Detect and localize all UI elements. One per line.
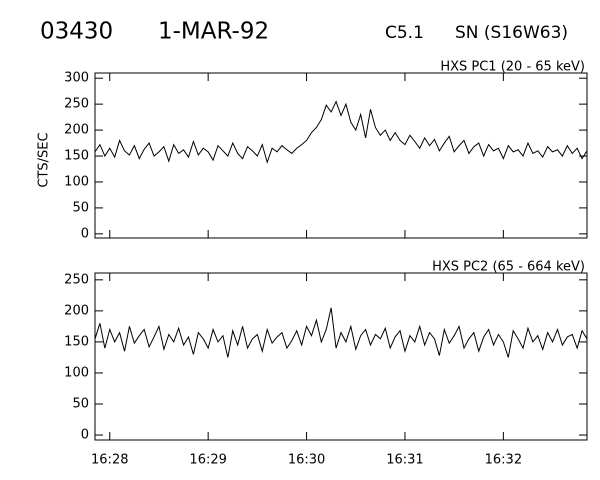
y-tick-label: 0	[81, 226, 89, 241]
x-tick-label: 16:30	[288, 453, 325, 468]
event-id: 03430	[40, 19, 113, 45]
plot-frame	[94, 272, 588, 441]
location: SN (S16W63)	[455, 23, 568, 43]
panel-title: HXS PC2 (65 - 664 keV)	[432, 260, 585, 275]
x-tick-label: 16:28	[91, 453, 128, 468]
y-tick-label: 0	[81, 428, 89, 443]
y-tick-label: 150	[64, 334, 89, 349]
y-tick-label: 300	[64, 71, 89, 86]
y-tick-label: 200	[64, 303, 89, 318]
y-tick-label: 200	[64, 123, 89, 138]
y-tick-label: 250	[64, 97, 89, 112]
x-tick-label: 16:29	[189, 453, 226, 468]
y-tick-label: 50	[72, 396, 89, 411]
flare-class: C5.1	[385, 23, 424, 43]
y-tick-label: 250	[64, 272, 89, 287]
data-line	[94, 100, 588, 164]
data-line	[94, 307, 588, 358]
x-tick-label: 16:32	[485, 453, 522, 468]
date: 1-MAR-92	[158, 19, 269, 45]
y-tick-label: 150	[64, 149, 89, 164]
panel-title: HXS PC1 (20 - 65 keV)	[440, 60, 585, 75]
plot-frame	[94, 72, 588, 239]
y-tick-label: 100	[64, 174, 89, 189]
y-axis-label: CTS/SEC	[37, 132, 52, 187]
y-tick-label: 100	[64, 365, 89, 380]
y-tick-label: 50	[72, 200, 89, 215]
x-tick-label: 16:31	[386, 453, 423, 468]
